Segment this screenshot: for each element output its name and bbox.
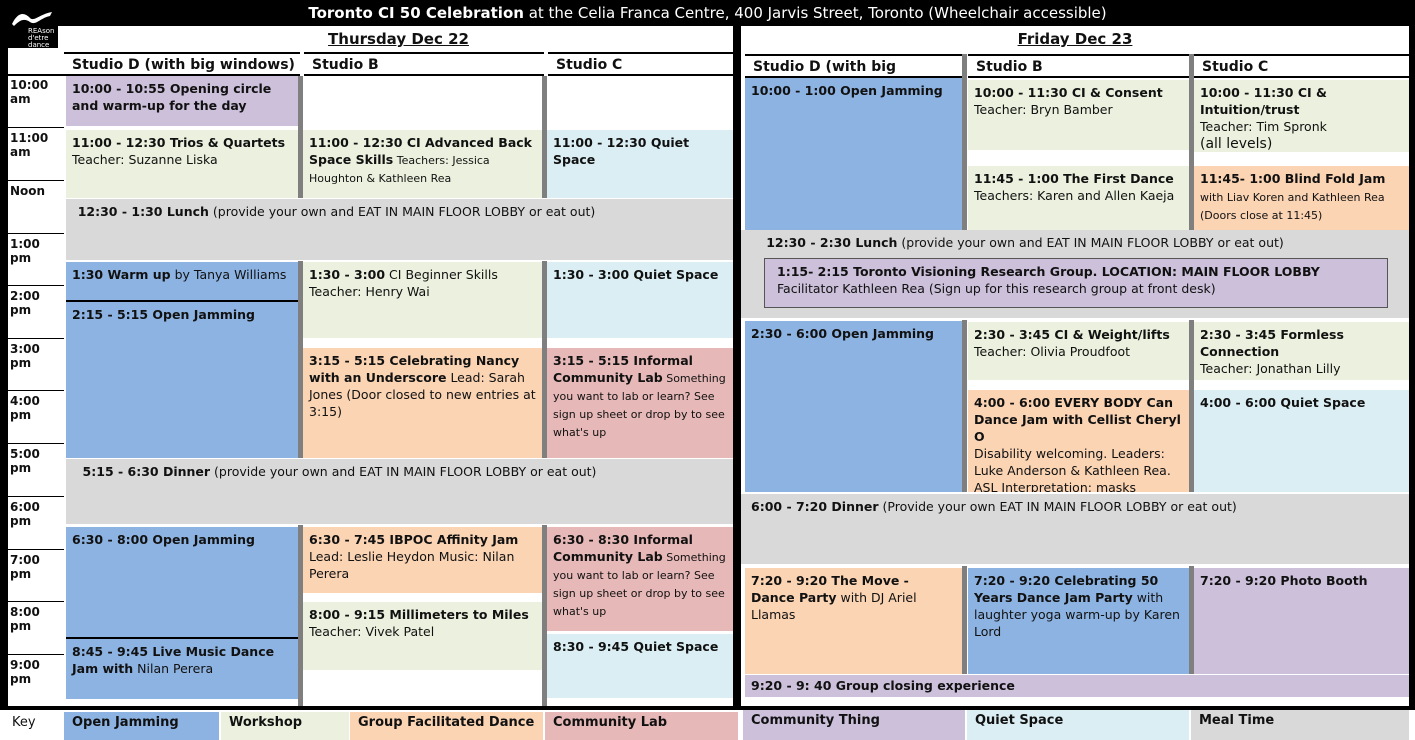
time-label: 7:00 pm — [10, 553, 40, 581]
logo: REAson d'etre dance — [6, 6, 58, 49]
time-label: 11:00 am — [10, 131, 49, 159]
fri-group-closing: 9:20 - 9: 40 Group closing experience — [745, 675, 1409, 697]
fri-studio-d-open-jamming: 10:00 - 1:00 Open Jamming — [745, 78, 962, 230]
fri-studio-b-first-dance: 11:45 - 1:00 The First Dance Teachers: Ka… — [968, 166, 1189, 230]
thu-studio-c-quiet-space-3: 8:30 - 9:45 Quiet Space — [547, 634, 733, 698]
thu-studio-b-celebrating-nancy: 3:15 - 5:15 Celebrating Nancy with an Un… — [303, 348, 542, 458]
frame-left — [0, 26, 8, 740]
day-header-friday: Friday Dec 23 — [741, 28, 1409, 50]
time-label: 3:00 pm — [10, 342, 40, 370]
title-bold: Toronto CI 50 Celebration — [308, 4, 524, 22]
time-gridline — [8, 180, 64, 181]
time-gridline — [8, 127, 64, 128]
time-gridline — [8, 654, 64, 655]
key-label: Key — [12, 715, 36, 730]
time-label: 10:00 am — [10, 78, 49, 106]
day-header-thursday: Thursday Dec 22 — [64, 28, 733, 50]
time-gridline — [8, 601, 64, 602]
dancer-logo-icon — [12, 12, 52, 26]
time-label: 8:00 pm — [10, 605, 40, 633]
thu-studio-d-trios-quartets: 11:00 - 12:30 Trios & Quartets Teacher: S… — [66, 130, 298, 198]
day-divider — [733, 26, 741, 710]
thu-studio-b-millimeters-to-miles: 8:00 - 9:15 Millimeters to Miles Teacher:… — [303, 602, 542, 670]
fri-studio-c-photo-booth: 7:20 - 9:20 Photo Booth — [1194, 568, 1409, 674]
time-gridline — [8, 443, 64, 444]
time-label: 5:00 pm — [10, 447, 40, 475]
thu-studio-d-warm-up: 1:30 Warm up by Tanya Williams — [66, 262, 298, 300]
fri-studio-c-header: Studio C — [1194, 54, 1409, 78]
time-gridline — [8, 496, 64, 497]
title-rest: at the Celia Franca Centre, 400 Jarvis S… — [523, 4, 1107, 22]
key-quiet-space: Quiet Space — [967, 710, 1189, 740]
fri-studio-d-header: Studio D (with big windows) — [745, 54, 963, 97]
thu-dinner: 5:15 - 6:30 Dinner (provide your own and… — [66, 459, 733, 524]
thu-studio-c-community-lab-2: 6:30 - 8:30 Informal Community Lab Somet… — [547, 527, 733, 631]
key-open-jamming: Open Jamming — [64, 712, 219, 740]
time-gridline — [8, 338, 64, 339]
time-gridline — [8, 233, 64, 234]
thu-studio-b-advanced-back-space: 11:00 - 12:30 Trios & Quartets11:00 - 12… — [303, 130, 542, 198]
time-label: 1:00 pm — [10, 237, 40, 265]
fri-studio-c-ci-intuition: 10:00 - 11:30 CI & Intuition/trust Teache… — [1194, 80, 1409, 152]
time-gridline — [8, 285, 64, 286]
fri-studio-c-quiet-space: 4:00 - 6:00 Quiet Space — [1194, 390, 1409, 492]
fri-studio-b-ci-consent: 10:00 - 11:30 CI & Consent Teacher: Bryn … — [968, 80, 1189, 150]
thu-studio-c-quiet-space-2: 1:30 - 3:00 Quiet Space — [547, 262, 733, 338]
frame-right — [1409, 26, 1415, 740]
time-gridline — [8, 390, 64, 391]
fri-studio-b-weight-lifts: 2:30 - 3:45 CI & Weight/lifts Teacher: Ol… — [968, 322, 1189, 380]
fri-studio-d-the-move: 7:20 - 9:20 The Move - Dance Party with … — [745, 568, 962, 674]
time-label: 6:00 pm — [10, 500, 40, 528]
thu-studio-b-beginner-skills: 1:30 - 3:00 CI Beginner Skills Teacher: … — [303, 262, 542, 338]
thu-studio-d-opening-circle: 10:00 - 10:55 Opening circle and warm-up… — [66, 76, 298, 126]
key-meal-time: Meal Time — [1191, 710, 1409, 740]
fri-studio-c-formless-connection: 2:30 - 3:45 Formless Connection Teacher: … — [1194, 322, 1409, 380]
key-community-thing: Community Thing — [743, 710, 965, 740]
thu-studio-c-empty — [547, 76, 733, 126]
thu-studio-c-community-lab: 3:15 - 5:15 Informal Community Lab Somet… — [547, 348, 733, 458]
time-label: 4:00 pm — [10, 394, 40, 422]
thu-studio-d-header: Studio D (with big windows) — [64, 52, 300, 76]
fri-studio-b-header: Studio B — [968, 54, 1190, 78]
thu-studio-b-header: Studio B — [304, 52, 544, 76]
fri-studio-b-every-body-jam: 4:00 - 6:00 EVERY BODY Can Dance Jam wit… — [968, 390, 1189, 492]
fri-research-group: 1:15- 2:15 Toronto Visioning Research Gr… — [764, 258, 1388, 308]
key-workshop: Workshop — [221, 712, 349, 740]
thu-studio-c-quiet-space: 11:00 - 12:30 Quiet Space — [547, 130, 733, 198]
fri-studio-d-open-jamming-2: 2:30 - 6:00 Open Jamming — [745, 321, 962, 492]
thu-studio-d-open-jamming-2: 6:30 - 8:00 Open Jamming — [66, 527, 298, 637]
time-gridline — [8, 549, 64, 550]
frame-bottom — [0, 706, 1415, 710]
thu-studio-b-ibpoc-affinity-jam: 6:30 - 7:45 IBPOC Affinity Jam Lead: Les… — [303, 527, 542, 593]
thu-studio-d-open-jamming: 2:15 - 5:15 Open Jamming — [66, 302, 298, 458]
fri-studio-b-celebrating-50-years: 7:20 - 9:20 Celebrating 50 Years Dance J… — [968, 568, 1189, 674]
time-column — [8, 48, 64, 706]
thu-studio-b-empty — [303, 76, 542, 126]
key-group-facilitated: Group Facilitated Dance — [350, 712, 543, 740]
thu-lunch: 12:30 - 1:30 Lunch (provide your own and… — [66, 199, 733, 260]
fri-dinner: 6:00 - 7:20 Dinner (Provide your own EAT… — [741, 494, 1409, 564]
page-title: Toronto CI 50 Celebration at the Celia F… — [0, 0, 1415, 26]
logo-text: REAson d'etre dance — [28, 27, 55, 49]
fri-studio-c-blind-fold-jam: 11:45- 1:00 Blind Fold Jam with Liav Kor… — [1194, 166, 1409, 230]
time-label: 9:00 pm — [10, 658, 40, 686]
time-label: Noon — [10, 184, 46, 198]
thu-studio-d-live-music-jam: 8:45 - 9:45 Live Music Dance Jam with Ni… — [66, 639, 298, 699]
time-label: 2:00 pm — [10, 289, 40, 317]
thu-studio-c-header: Studio C — [548, 52, 733, 76]
thu-studio-b-empty-2 — [303, 670, 542, 706]
key-community-lab: Community Lab — [545, 712, 738, 740]
